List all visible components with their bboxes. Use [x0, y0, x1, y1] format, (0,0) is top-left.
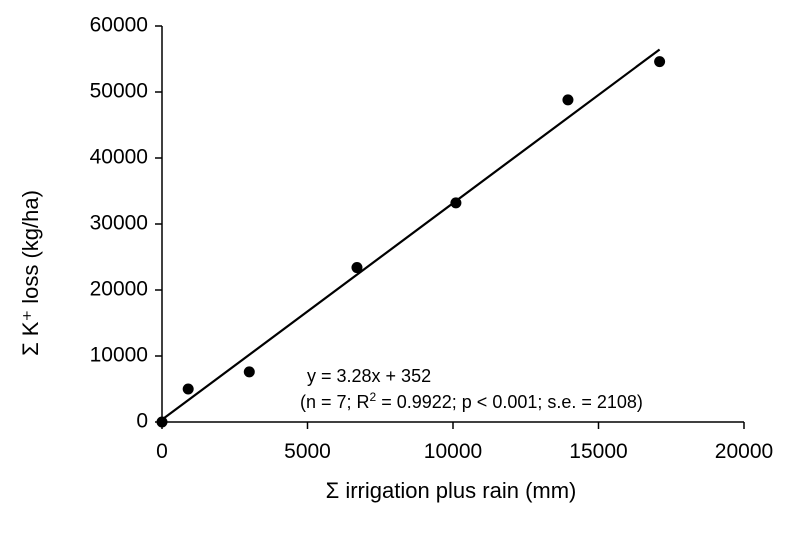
y-tick-label: 40000: [90, 146, 148, 169]
y-tick-label: 30000: [90, 212, 148, 235]
y-tick-label: 0: [136, 410, 148, 433]
y-tick-label: 20000: [90, 278, 148, 301]
equation-annotation: y = 3.28x + 352: [307, 366, 431, 386]
x-axis-label: Σ irrigation plus rain (mm): [326, 478, 577, 503]
data-point: [450, 197, 462, 209]
data-point: [156, 416, 168, 428]
y-tick-label: 60000: [90, 14, 148, 37]
y-tick-label: 50000: [90, 80, 148, 103]
data-point: [243, 366, 255, 378]
data-point: [562, 94, 574, 106]
x-tick-label: 15000: [569, 440, 627, 463]
data-point: [351, 262, 363, 274]
stats-suffix: = 0.9922; p < 0.001; s.e. = 2108): [376, 392, 643, 412]
x-tick-label: 5000: [284, 440, 331, 463]
x-tick-label: 20000: [715, 440, 773, 463]
stats-annotation: (n = 7; R2 = 0.9922; p < 0.001; s.e. = 2…: [300, 390, 643, 412]
plot-area: 0 10000 20000 30000 40000 50000 60000 0 5000 1000…: [90, 14, 774, 463]
y-tick-label: 10000: [90, 344, 148, 367]
x-tick-label: 0: [156, 440, 168, 463]
data-point: [182, 383, 194, 395]
x-tick-label: 10000: [424, 440, 482, 463]
stats-superscript: 2: [370, 390, 377, 404]
trendline: [161, 48, 661, 421]
stats-prefix: (n = 7; R: [300, 392, 370, 412]
y-axis-label: Σ K⁺ loss (kg/ha): [18, 190, 43, 356]
y-axis-title: Σ K⁺ loss (kg/ha): [18, 190, 43, 356]
data-point: [654, 56, 666, 68]
